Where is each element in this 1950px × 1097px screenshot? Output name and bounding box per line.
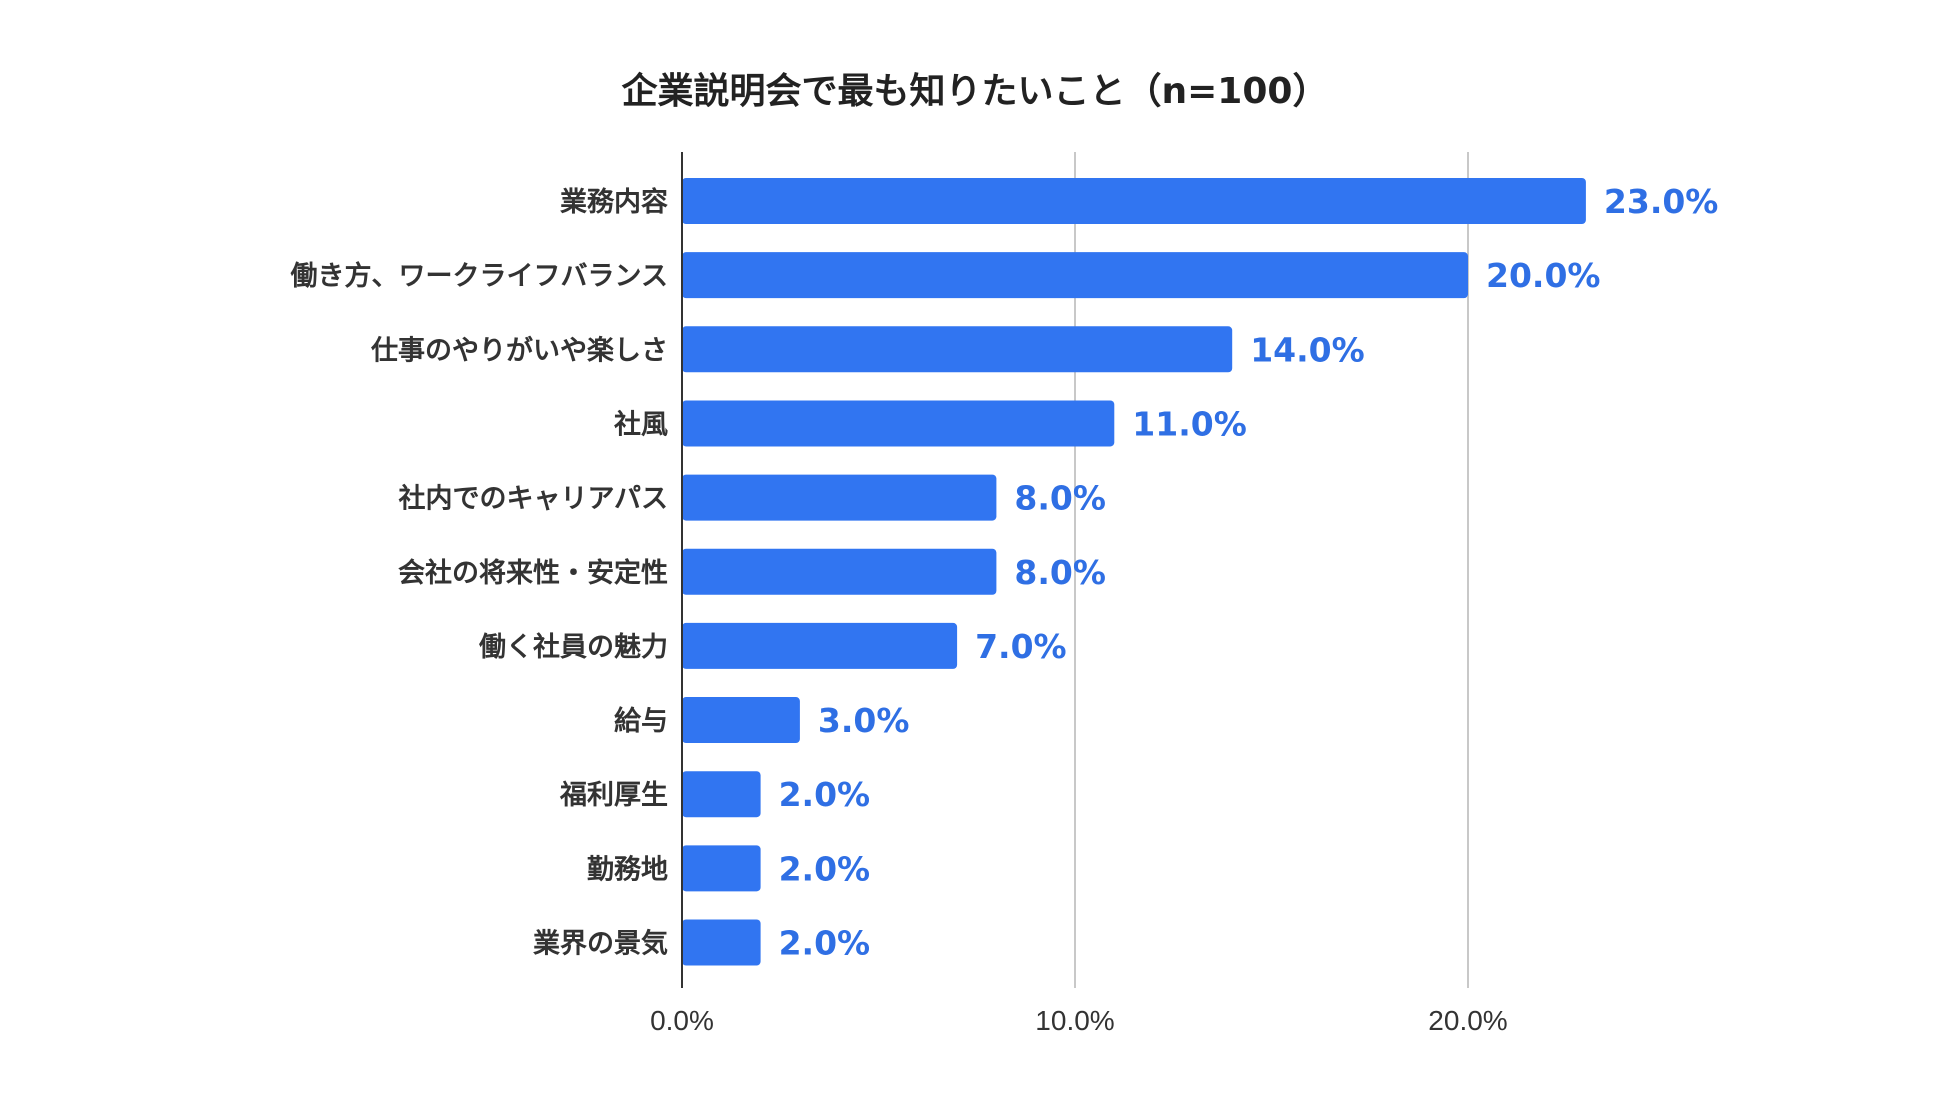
bar [682, 919, 761, 966]
category-label: 働き方、ワークライフバランス [291, 260, 668, 292]
value-label: 14.0% [1250, 330, 1365, 369]
value-labels: 23.0%20.0% 14.0%11.0% 8.0% 8.0% 7.0% 3.0% 2.0%… [779, 182, 1719, 963]
category-label: 業務内容 [560, 186, 668, 218]
bar [682, 622, 958, 669]
value-label: 11.0% [1132, 404, 1247, 443]
category-label: 社風 [614, 408, 668, 440]
value-label: 2.0% [779, 849, 871, 888]
bar [682, 771, 761, 818]
value-label: 20.0% [1486, 256, 1601, 295]
category-label: 会社の将来性・安定性 [398, 557, 668, 589]
value-label: 23.0% [1604, 182, 1719, 221]
x-tick-label: 0.0% [650, 1005, 714, 1036]
value-label: 8.0% [1014, 553, 1106, 592]
value-label: 3.0% [818, 701, 910, 740]
bar [682, 474, 997, 521]
bar [682, 697, 800, 744]
value-label: 2.0% [779, 775, 871, 814]
category-label: 仕事のやりがいや楽しさ [370, 334, 668, 366]
x-tick-label: 20.0% [1428, 1005, 1507, 1036]
value-label: 7.0% [975, 627, 1067, 666]
chart-title: 企業説明会で最も知りたいこと（n=100） [622, 70, 1329, 112]
category-label: 業界の景気 [533, 928, 668, 960]
category-label: 給与 [614, 705, 668, 737]
bar [682, 845, 761, 892]
category-label: 福利厚生 [559, 780, 668, 811]
bars [682, 178, 1586, 966]
x-axis-tick-labels: 0.0% 10.0% 20.0% [650, 1005, 1508, 1036]
bar [682, 548, 997, 595]
bar [682, 326, 1233, 373]
bar [682, 252, 1468, 299]
value-label: 8.0% [1014, 479, 1106, 518]
value-label: 2.0% [779, 924, 871, 963]
category-labels: 業務内容働き方、ワークライフバランス仕事のやりがいや楽しさ社風社内でのキャリアパ… [291, 186, 668, 960]
bar [682, 178, 1586, 224]
category-label: 働く社員の魅力 [479, 631, 668, 663]
category-label: 勤務地 [587, 854, 668, 885]
bar [682, 400, 1115, 447]
x-tick-label: 10.0% [1035, 1005, 1114, 1036]
category-label: 社内でのキャリアパス [399, 483, 668, 515]
